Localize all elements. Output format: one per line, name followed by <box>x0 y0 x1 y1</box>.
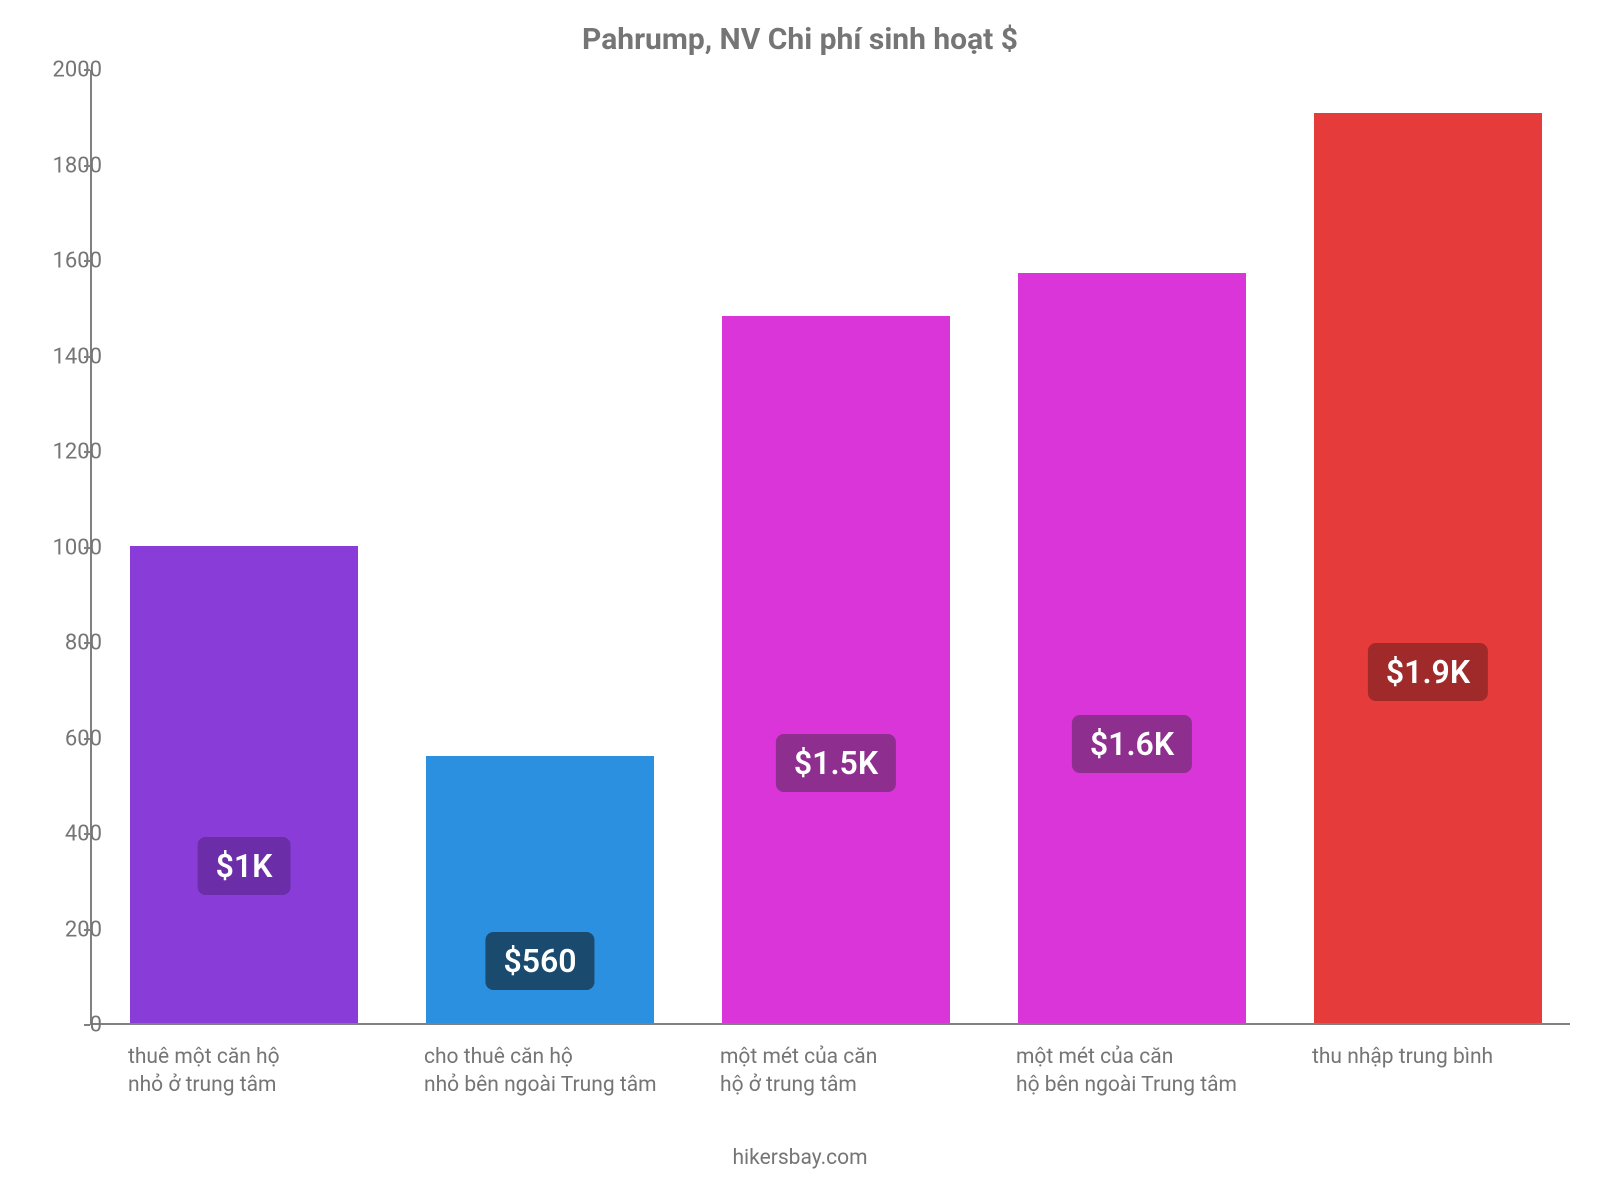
bar-value-label: $1.5K <box>776 734 896 792</box>
x-axis-category-line: nhỏ ở trung tâm <box>128 1071 388 1099</box>
bar-value-label: $1K <box>198 837 291 895</box>
y-axis-tick-label: 200 <box>32 917 102 942</box>
chart-title: Pahrump, NV Chi phí sinh hoạt $ <box>0 22 1600 57</box>
x-axis-category-label: cho thuê căn hộnhỏ bên ngoài Trung tâm <box>424 1043 684 1100</box>
x-axis-category-label: một mét của cănhộ ở trung tâm <box>720 1043 980 1100</box>
y-axis-tick-mark <box>84 929 90 931</box>
plot-area: $1K $560 $1.5K $1.6K $1.9K <box>90 70 1570 1025</box>
y-axis-tick-label: 600 <box>32 726 102 751</box>
y-axis-tick-mark <box>84 833 90 835</box>
bar-value-label: $560 <box>485 932 594 990</box>
y-axis-tick-label: 400 <box>32 822 102 847</box>
y-axis-tick-label: 1600 <box>32 249 102 274</box>
chart-footer: hikersbay.com <box>0 1146 1600 1170</box>
x-axis-category-line: một mét của căn <box>720 1043 980 1071</box>
x-axis-category-label: một mét của cănhộ bên ngoài Trung tâm <box>1016 1043 1276 1100</box>
x-axis-category-line: cho thuê căn hộ <box>424 1043 684 1071</box>
bar-value-label: $1.9K <box>1368 643 1488 701</box>
x-axis-category-line: thuê một căn hộ <box>128 1043 388 1071</box>
bar: $1K <box>130 546 358 1024</box>
x-axis-category-line: hộ ở trung tâm <box>720 1071 980 1099</box>
bar: $560 <box>426 756 654 1023</box>
x-axis-category-line: hộ bên ngoài Trung tâm <box>1016 1071 1276 1099</box>
bar: $1.6K <box>1018 273 1246 1023</box>
y-axis-tick-label: 1400 <box>32 344 102 369</box>
bar: $1.5K <box>722 316 950 1023</box>
y-axis-tick-mark <box>84 165 90 167</box>
y-axis-tick-mark <box>84 451 90 453</box>
y-axis-tick-mark <box>84 642 90 644</box>
y-axis-tick-label: 2000 <box>32 58 102 83</box>
bar-value-label: $1.6K <box>1072 715 1192 773</box>
x-axis-category-label: thuê một căn hộnhỏ ở trung tâm <box>128 1043 388 1100</box>
y-axis-tick-mark <box>84 69 90 71</box>
y-axis-tick-mark <box>84 356 90 358</box>
y-axis-tick-mark <box>84 260 90 262</box>
x-axis-category-label: thu nhập trung bình <box>1312 1043 1572 1071</box>
x-axis-category-line: nhỏ bên ngoài Trung tâm <box>424 1071 684 1099</box>
y-axis-tick-mark <box>84 547 90 549</box>
y-axis-tick-label: 800 <box>32 631 102 656</box>
y-axis-tick-label: 0 <box>32 1013 102 1038</box>
y-axis-tick-mark <box>84 1024 90 1026</box>
bar: $1.9K <box>1314 113 1542 1023</box>
x-axis-category-line: thu nhập trung bình <box>1312 1043 1572 1071</box>
x-axis-category-line: một mét của căn <box>1016 1043 1276 1071</box>
y-axis-tick-mark <box>84 738 90 740</box>
y-axis-tick-label: 1200 <box>32 440 102 465</box>
y-axis-tick-label: 1000 <box>32 535 102 560</box>
y-axis-tick-label: 1800 <box>32 153 102 178</box>
